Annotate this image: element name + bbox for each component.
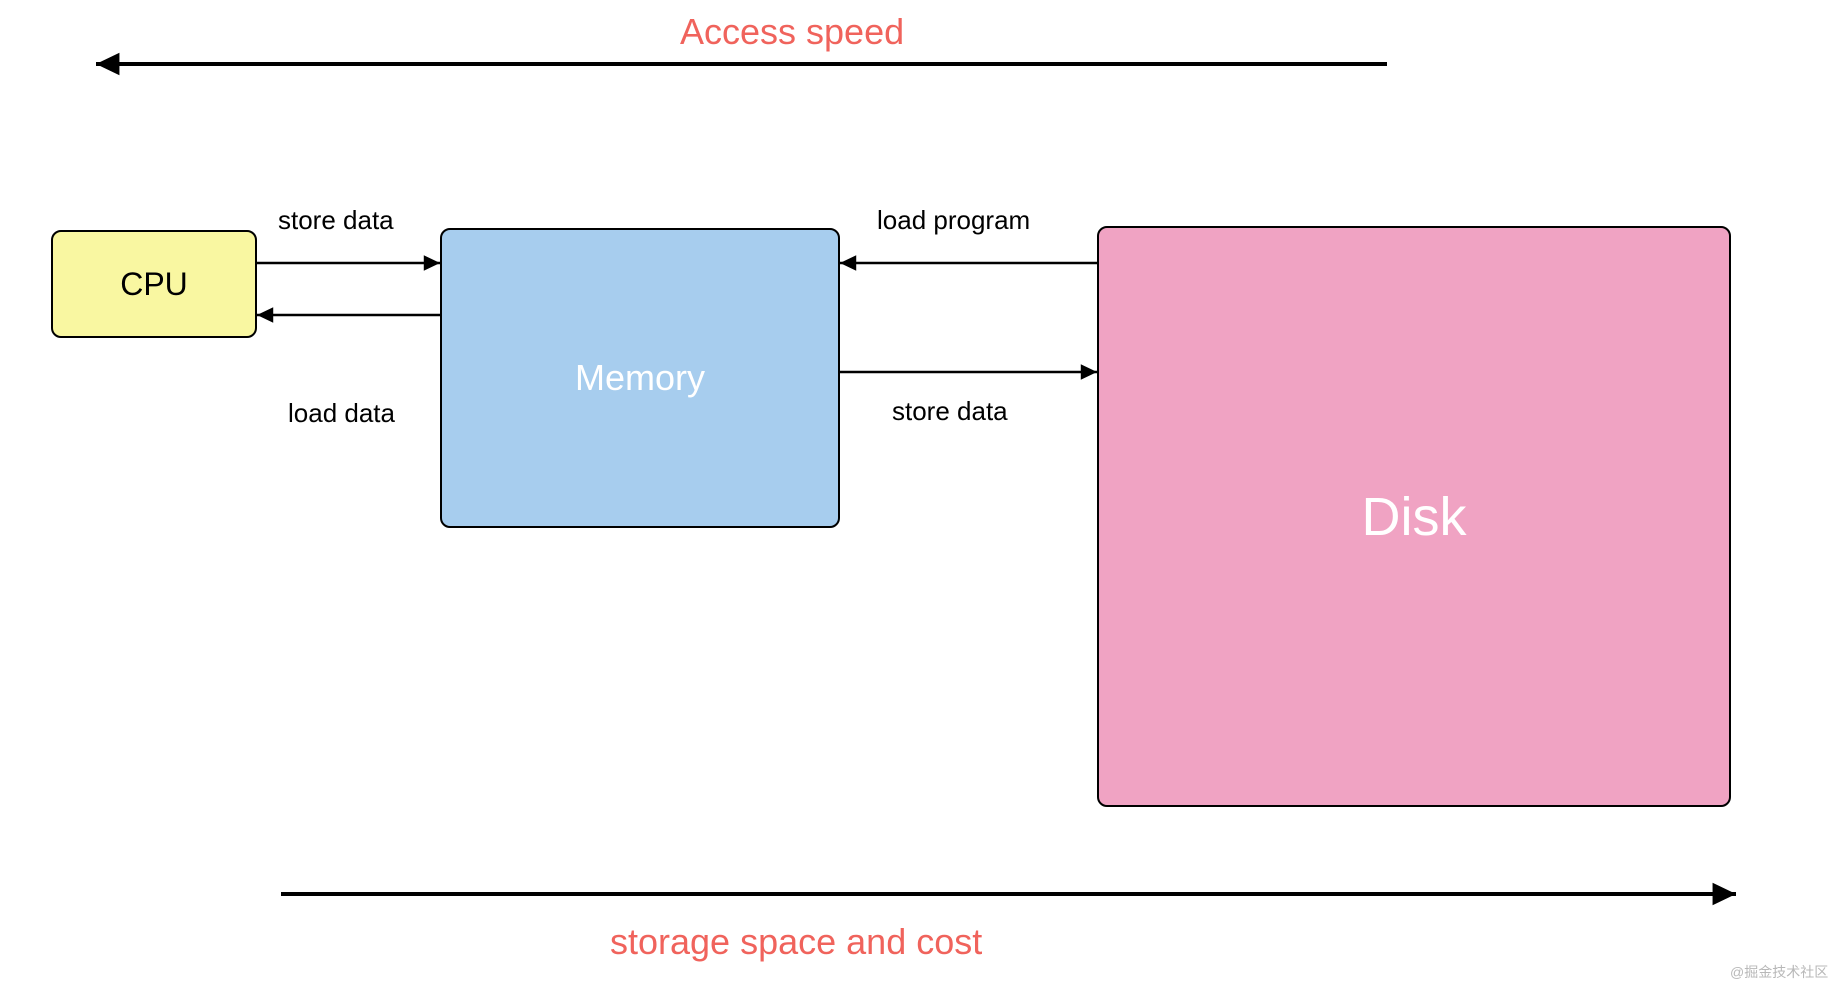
cpu-node: CPU [51,230,257,338]
disk-label: Disk [1362,486,1467,548]
edge-label-store-data-1: store data [278,205,394,236]
edge-label-store-data-2: store data [892,396,1008,427]
access-speed-label: Access speed [680,10,904,53]
watermark: @掘金技术社区 [1730,962,1828,982]
storage-cost-label: storage space and cost [610,920,982,963]
diagram-stage: CPU Memory Disk store data load data loa… [0,0,1834,982]
edge-label-load-data: load data [288,398,395,429]
cpu-label: CPU [120,266,188,303]
edge-label-load-program: load program [877,205,1030,236]
disk-node: Disk [1097,226,1731,807]
memory-node: Memory [440,228,840,528]
memory-label: Memory [575,357,705,399]
